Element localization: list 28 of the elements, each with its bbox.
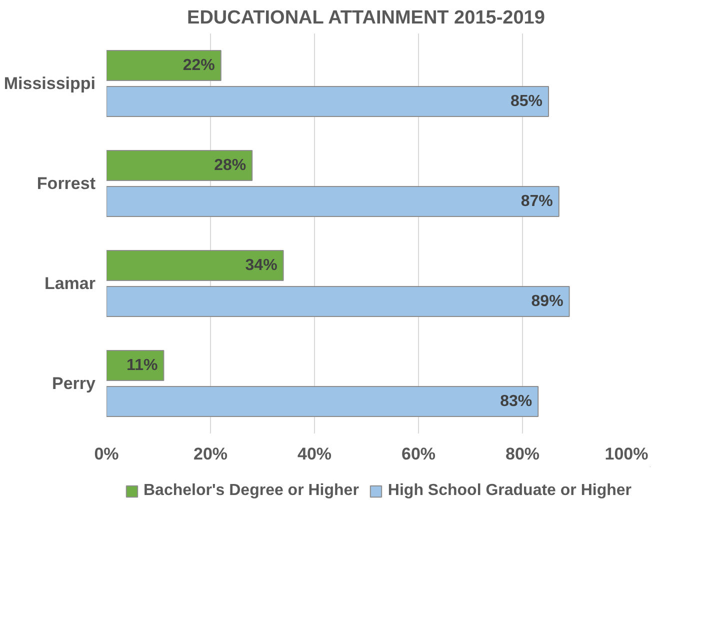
data-label: 34% bbox=[245, 257, 278, 274]
x-tick-label: 0% bbox=[94, 444, 119, 464]
x-tick-label: 20% bbox=[193, 444, 228, 464]
data-label: 11% bbox=[126, 357, 158, 374]
data-label: 85% bbox=[510, 93, 543, 110]
bar bbox=[106, 250, 284, 281]
bar bbox=[106, 286, 570, 317]
data-label: 28% bbox=[214, 157, 246, 174]
bar bbox=[106, 186, 560, 217]
x-tick-label: 80% bbox=[505, 444, 540, 464]
legend-label: High School Graduate or Higher bbox=[388, 482, 632, 500]
data-label: 22% bbox=[182, 57, 215, 74]
legend-label: Bachelor's Degree or Higher bbox=[143, 482, 359, 500]
x-tick-label: 40% bbox=[297, 444, 332, 464]
y-tick-label: Perry bbox=[52, 374, 96, 393]
y-tick-label: Forrest bbox=[36, 174, 96, 193]
data-label: 89% bbox=[531, 293, 564, 310]
data-label: 83% bbox=[500, 393, 532, 410]
data-label: 87% bbox=[520, 193, 553, 210]
x-tick-label: 100% bbox=[604, 444, 648, 464]
bar bbox=[106, 150, 253, 181]
y-tick-label: Lamar bbox=[44, 274, 96, 293]
y-tick-label: Mississippi bbox=[4, 74, 96, 93]
chart-title: EDUCATIONAL ATTAINMENT 2015-2019 bbox=[187, 8, 545, 28]
bar bbox=[106, 86, 549, 117]
x-tick-label: 60% bbox=[401, 444, 436, 464]
bar bbox=[106, 386, 539, 417]
bar bbox=[106, 50, 222, 81]
